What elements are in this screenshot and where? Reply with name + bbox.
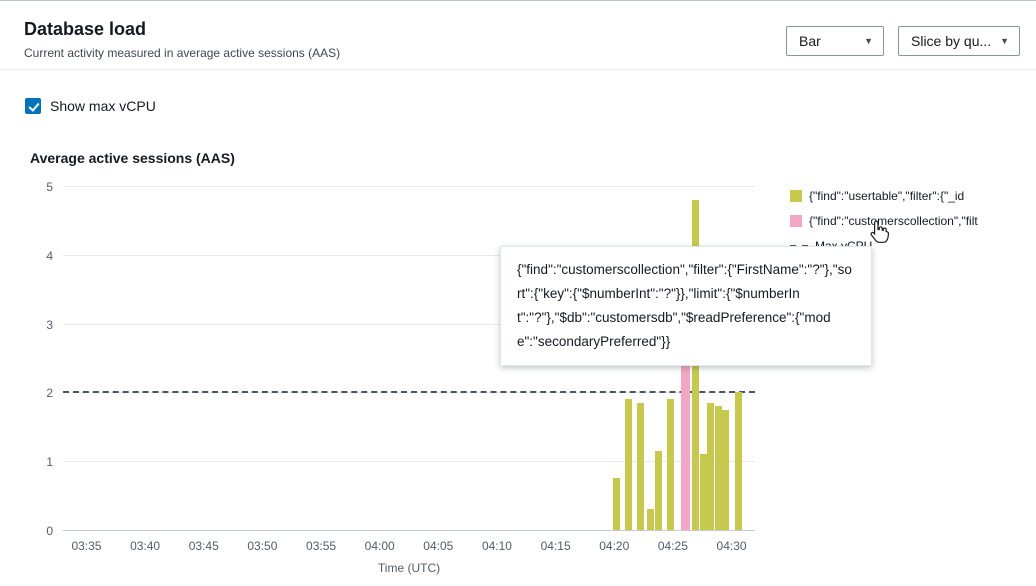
legend-item-1[interactable]: {"find":"customerscollection","filt <box>790 214 1022 228</box>
chevron-down-icon: ▼ <box>864 36 873 46</box>
x-axis-title: Time (UTC) <box>377 561 441 575</box>
x-tick-label: 04:30 <box>716 539 747 553</box>
bar-usertable[interactable] <box>636 402 644 530</box>
page-subtitle: Current activity measured in average act… <box>24 46 341 60</box>
x-tick-label: 04:20 <box>599 539 630 553</box>
x-tick-label: 04:05 <box>423 539 454 553</box>
bar-usertable[interactable] <box>667 399 675 530</box>
x-tick-label: 03:45 <box>188 539 219 553</box>
x-tick-label: 03:55 <box>306 539 337 553</box>
show-max-vcpu-checkbox[interactable] <box>25 98 41 114</box>
bar-usertable[interactable] <box>655 450 663 530</box>
gridline-y-1 <box>63 461 755 463</box>
x-tick-label: 04:15 <box>540 539 571 553</box>
gridline-y-3 <box>63 323 755 325</box>
y-tick-label: 2 <box>46 386 53 401</box>
max-vcpu-line <box>63 391 755 394</box>
chart-heading: Average active sessions (AAS) <box>30 150 235 166</box>
bar-usertable[interactable] <box>722 409 730 530</box>
bar-usertable[interactable] <box>699 454 707 530</box>
y-tick-label: 3 <box>46 317 53 332</box>
chart-legend: {"find":"usertable","filter":{"_id {"find… <box>790 189 1022 264</box>
y-tick-label: 4 <box>46 248 53 263</box>
show-max-vcpu-row: Show max vCPU <box>25 98 156 114</box>
slice-by-dropdown[interactable]: Slice by qu... ▼ <box>898 26 1020 56</box>
y-tick-label: 0 <box>46 524 53 538</box>
chevron-down-icon: ▼ <box>1000 36 1009 46</box>
gridline-y-4 <box>63 254 755 256</box>
show-max-vcpu-label[interactable]: Show max vCPU <box>50 98 156 114</box>
x-tick-label: 03:40 <box>130 539 161 553</box>
gridline-y-5 <box>63 186 755 187</box>
page-title: Database load <box>24 19 147 39</box>
x-tick-label: 03:50 <box>247 539 278 553</box>
x-tick-label: 04:25 <box>657 539 688 553</box>
legend-label: {"find":"customerscollection","filt <box>809 214 978 228</box>
bar-usertable[interactable] <box>715 406 723 530</box>
query-tooltip: {"find":"customerscollection","filter":{… <box>500 246 872 366</box>
x-tick-label: 03:35 <box>71 539 102 553</box>
x-tick-label: 04:00 <box>364 539 395 553</box>
y-tick-label: 5 <box>46 180 53 194</box>
slice-by-value: Slice by qu... <box>911 33 992 49</box>
gridline-y-0 <box>63 530 755 531</box>
bar-usertable[interactable] <box>735 392 743 530</box>
chart-controls: Bar ▼ Slice by qu... ▼ <box>786 26 1020 56</box>
bar-usertable[interactable] <box>613 478 621 530</box>
legend-item-0[interactable]: {"find":"usertable","filter":{"_id <box>790 189 1022 203</box>
y-tick-label: 1 <box>46 455 53 470</box>
chart-type-value: Bar <box>799 33 821 49</box>
legend-swatch <box>790 190 802 202</box>
bar-usertable[interactable] <box>647 509 655 530</box>
chart-type-dropdown[interactable]: Bar ▼ <box>786 26 884 56</box>
bar-usertable[interactable] <box>624 399 632 530</box>
bar-usertable[interactable] <box>706 402 714 530</box>
legend-label: {"find":"usertable","filter":{"_id <box>809 189 965 203</box>
x-tick-label: 04:10 <box>481 539 512 553</box>
legend-swatch <box>790 215 802 227</box>
bar-customerscollection[interactable] <box>681 330 691 530</box>
panel-header: Database load Current activity measured … <box>0 1 1036 70</box>
mouse-cursor-icon <box>869 220 890 249</box>
